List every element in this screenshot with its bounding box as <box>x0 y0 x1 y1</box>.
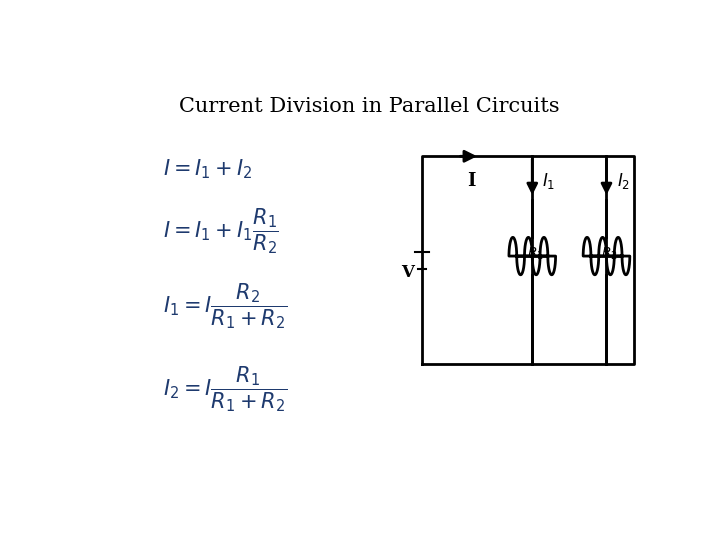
Text: V: V <box>402 264 415 281</box>
Text: $R_2$: $R_2$ <box>601 246 618 262</box>
Text: $I = I_1 + I_1\dfrac{R_1}{R_2}$: $I = I_1 + I_1\dfrac{R_1}{R_2}$ <box>163 206 279 256</box>
Text: $I_2 = I\dfrac{R_1}{R_1 + R_2}$: $I_2 = I\dfrac{R_1}{R_1 + R_2}$ <box>163 364 287 414</box>
Text: $I = I_1 + I_2$: $I = I_1 + I_2$ <box>163 157 252 180</box>
Text: I: I <box>467 172 476 190</box>
Text: $I_1 = I\dfrac{R_2}{R_1 + R_2}$: $I_1 = I\dfrac{R_2}{R_1 + R_2}$ <box>163 281 287 331</box>
Text: Current Division in Parallel Circuits: Current Division in Parallel Circuits <box>179 97 559 116</box>
Text: $I_2$: $I_2$ <box>616 171 630 191</box>
Text: $I_1$: $I_1$ <box>542 171 556 191</box>
Text: $R_1$: $R_1$ <box>526 246 544 262</box>
